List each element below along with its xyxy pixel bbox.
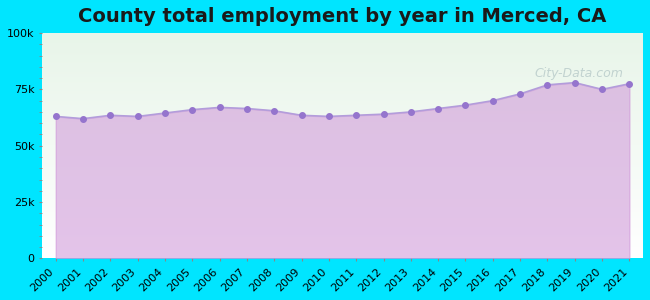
Point (214, 105, 225, 110)
Point (515, 92, 525, 96)
Point (105, 113, 116, 118)
Point (433, 106, 443, 111)
Text: City-Data.com: City-Data.com (535, 67, 624, 80)
Point (324, 114, 334, 119)
Point (242, 106, 252, 111)
Point (78, 116, 88, 121)
Point (597, 87, 607, 92)
Point (51, 114, 61, 119)
Point (406, 110, 416, 114)
Point (488, 98, 498, 103)
Point (542, 82, 552, 87)
Point (351, 113, 361, 118)
Point (133, 114, 143, 119)
Point (296, 113, 307, 118)
Point (569, 80, 580, 85)
Point (269, 108, 280, 113)
Point (460, 103, 471, 108)
Point (160, 111, 170, 116)
Point (187, 107, 198, 112)
Point (624, 81, 634, 86)
Title: County total employment by year in Merced, CA: County total employment by year in Merce… (79, 7, 606, 26)
Point (378, 112, 389, 117)
